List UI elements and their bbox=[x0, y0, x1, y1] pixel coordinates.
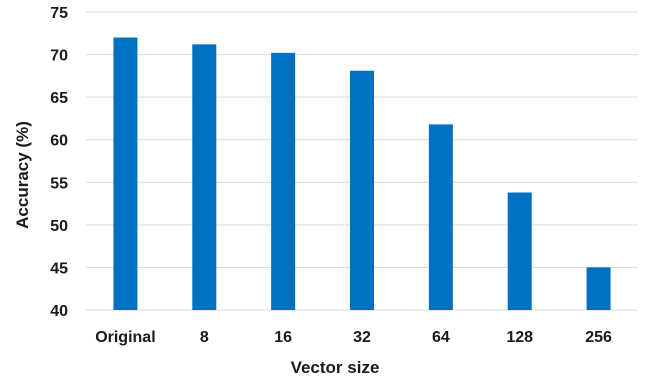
y-tick-label: 60 bbox=[50, 133, 68, 150]
x-tick-label: 128 bbox=[506, 329, 533, 346]
y-tick-label: 40 bbox=[50, 303, 68, 320]
x-tick-label: 256 bbox=[585, 329, 612, 346]
x-tick-label: 16 bbox=[274, 329, 292, 346]
x-tick-label: 64 bbox=[432, 329, 450, 346]
bar-16 bbox=[271, 52, 296, 311]
bar-8 bbox=[192, 44, 217, 311]
bar-64 bbox=[428, 124, 453, 310]
bar-original bbox=[113, 37, 138, 311]
bars bbox=[113, 37, 611, 311]
x-tick-label: 32 bbox=[353, 329, 371, 346]
x-tick-labels: Original 8 16 32 64 128 256 bbox=[95, 329, 612, 346]
y-tick-label: 55 bbox=[50, 175, 68, 192]
bar-256 bbox=[586, 267, 611, 310]
bar-128 bbox=[507, 192, 532, 310]
y-tick-label: 75 bbox=[50, 5, 68, 22]
y-tick-label: 45 bbox=[50, 260, 68, 277]
bar-32 bbox=[350, 70, 374, 311]
y-tick-labels: 40 45 50 55 60 65 70 75 bbox=[50, 5, 68, 320]
x-axis-title: Vector size bbox=[291, 358, 380, 377]
x-tick-label: Original bbox=[95, 329, 155, 346]
y-tick-label: 65 bbox=[50, 90, 68, 107]
y-tick-label: 70 bbox=[50, 48, 68, 65]
x-tick-label: 8 bbox=[200, 329, 209, 346]
y-tick-label: 50 bbox=[50, 218, 68, 235]
y-axis-title: Accuracy (%) bbox=[13, 121, 32, 229]
